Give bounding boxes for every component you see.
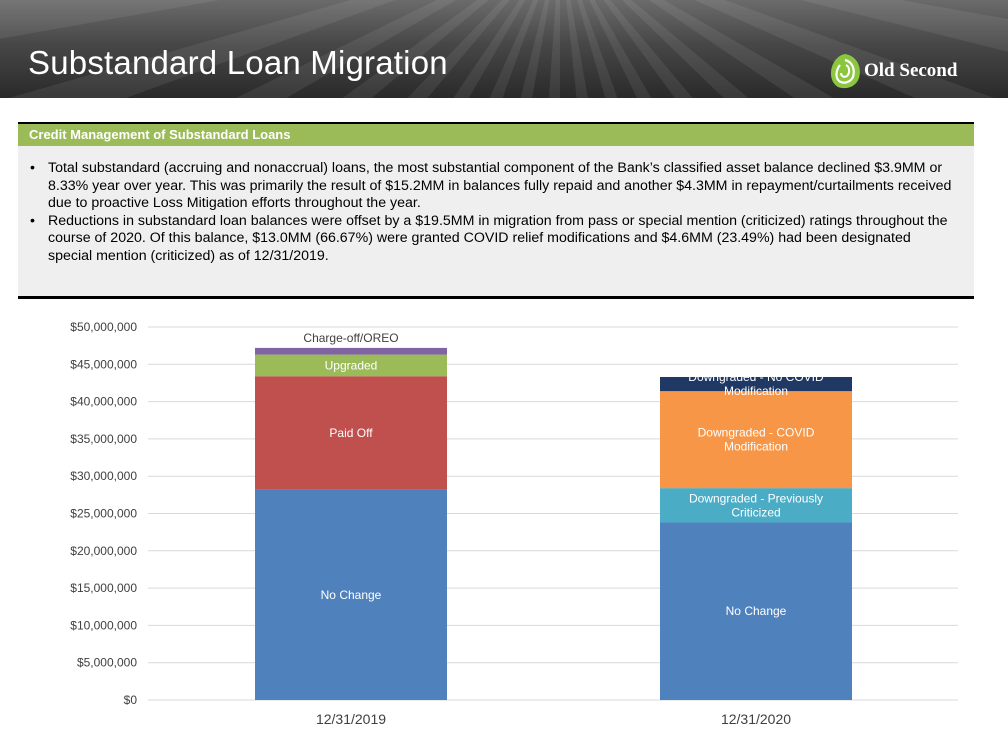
stacked-bar-chart: $0 $5,000,000 $10,000,000 $15,000,000 $20,00… (70, 320, 958, 727)
x-tick-label: 12/31/2019 (316, 711, 386, 727)
logo-text: Old Second (864, 60, 958, 81)
bar-segment (660, 522, 852, 700)
y-tick-label: $50,000,000 (70, 320, 137, 334)
y-tick-label: $10,000,000 (70, 618, 137, 632)
slide-header: Substandard Loan Migration Old Second (0, 0, 1008, 98)
y-tick-label: $20,000,000 (70, 544, 137, 558)
bar-segment (660, 488, 852, 523)
segment-data-label: Downgraded - No COVID Modification (688, 370, 824, 398)
segment-data-label: No Change (321, 588, 382, 602)
bar-segment (255, 347, 447, 355)
section-header-bar: Credit Management of Substandard Loans (18, 124, 974, 146)
header-sunburst-rays (0, 0, 1008, 98)
segment-data-label: No Change (726, 604, 787, 618)
segment-data-label: Paid Off (329, 426, 373, 440)
y-tick-label: $15,000,000 (70, 581, 137, 595)
bar-segment (255, 376, 447, 490)
y-tick-label: $5,000,000 (77, 656, 137, 670)
summary-textbox: Total substandard (accruing and nonaccru… (18, 146, 974, 299)
y-tick-label: $0 (124, 693, 138, 707)
leaf-logo-icon (830, 54, 860, 89)
segment-data-label: Upgraded (325, 358, 378, 372)
section-top-rule (18, 122, 974, 124)
y-tick-label: $35,000,000 (70, 432, 137, 446)
section-title: Credit Management of Substandard Loans (29, 127, 291, 142)
y-tick-label: $45,000,000 (70, 357, 137, 371)
bullet-item: Reductions in substandard loan balances … (28, 213, 958, 266)
page-title: Substandard Loan Migration (28, 44, 448, 81)
bar-segment (255, 354, 447, 377)
bar-segment (660, 376, 852, 392)
company-logo: Old Second (828, 52, 998, 90)
x-tick-label: 12/31/2020 (721, 711, 791, 727)
y-tick-label: $25,000,000 (70, 507, 137, 521)
y-tick-label: $30,000,000 (70, 469, 137, 483)
segment-data-label: Downgraded - Previously Criticized (689, 491, 823, 519)
segment-data-label: Charge-off/OREO (303, 331, 398, 345)
bar-segment (660, 391, 852, 489)
bar-segment (255, 489, 447, 700)
segment-data-label: Downgraded - COVID Modification (698, 426, 815, 454)
y-tick-label: $40,000,000 (70, 395, 137, 409)
bullet-list: Total substandard (accruing and nonaccru… (28, 160, 958, 265)
bullet-item: Total substandard (accruing and nonaccru… (28, 160, 958, 213)
